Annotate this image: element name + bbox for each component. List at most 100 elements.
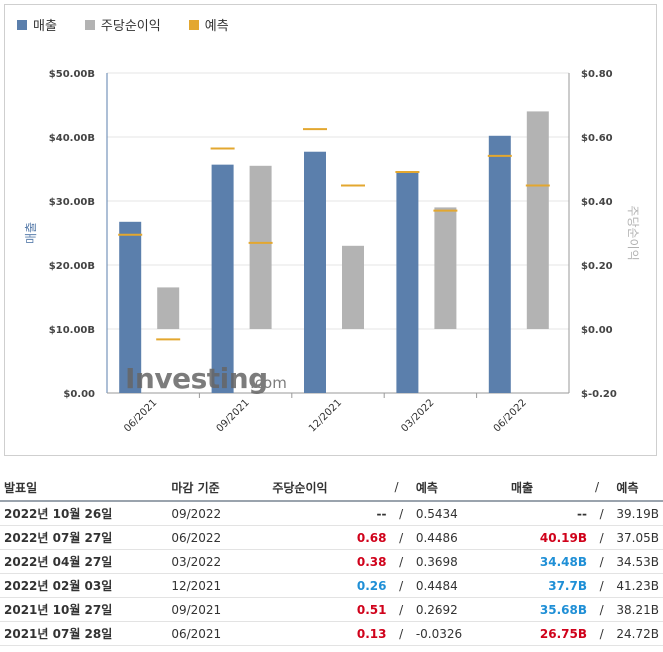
table-body: 2022년 10월 26일 09/2022 --/0.5434 --/39.19B 20… xyxy=(0,501,663,646)
y-tick-label: $50.00B xyxy=(49,69,95,80)
x-tick-label: 06/2022 xyxy=(492,397,529,434)
header-slash-revenue: / xyxy=(591,474,613,502)
row-date: 2022년 10월 26일 xyxy=(0,501,168,526)
table-row: 2022년 07월 27일 06/2022 0.68/0.4486 40.19B/37… xyxy=(0,525,663,550)
row-date: 2022년 07월 27일 xyxy=(0,525,168,550)
legend-label-eps: 주당순이익 xyxy=(100,19,161,34)
legend-swatch-revenue xyxy=(17,19,27,30)
y2-tick-label: $0.20 xyxy=(581,261,613,272)
y2-tick-label: $0.60 xyxy=(581,133,613,144)
header-slash-eps: / xyxy=(390,474,412,502)
legend-item-forecast[interactable]: 예측 xyxy=(188,15,229,34)
row-slash: / xyxy=(390,621,412,646)
row-period: 12/2021 xyxy=(167,573,269,598)
row-date: 2022년 02월 03일 xyxy=(0,573,168,598)
row-eps-forecast: 0.4486 xyxy=(411,525,507,550)
investing-watermark: Investing.com xyxy=(125,362,287,395)
row-revenue-forecast: 37.05B xyxy=(612,525,663,550)
row-eps-forecast: 0.2692 xyxy=(411,597,507,622)
row-eps: 0.38 xyxy=(268,549,391,574)
table-header-row: 발표일 마감 기준 주당순이익 / 예측 매출 / 예측 xyxy=(0,474,663,502)
legend-item-revenue[interactable]: 매출 xyxy=(17,15,57,34)
header-revenue[interactable]: 매출 xyxy=(507,474,591,502)
watermark-brand: Investing xyxy=(125,362,268,395)
row-slash: / xyxy=(591,525,613,550)
row-period: 06/2021 xyxy=(167,621,269,646)
legend-item-eps[interactable]: 주당순이익 xyxy=(84,15,161,34)
bar-revenue-03/2022 xyxy=(396,172,419,393)
earnings-chart: $0.00 $-0.20 $10.00B $0.00 $20.00B $0.20 $30.0… xyxy=(24,69,640,434)
row-eps-forecast: 0.5434 xyxy=(411,501,507,526)
row-period: 09/2022 xyxy=(167,501,269,526)
y-tick-label: $20.00B xyxy=(49,261,95,272)
y2-tick-label: $0.00 xyxy=(581,325,613,336)
x-tick-label: 09/2021 xyxy=(215,397,252,434)
table-row: 2022년 10월 26일 09/2022 --/0.5434 --/39.19B xyxy=(0,501,663,526)
row-revenue-forecast: 38.21B xyxy=(612,597,663,622)
table-row: 2021년 10월 27일 09/2021 0.51/0.2692 35.68B/38… xyxy=(0,597,663,622)
row-date: 2021년 07월 28일 xyxy=(0,621,168,646)
row-period: 09/2021 xyxy=(167,597,269,622)
row-slash: / xyxy=(390,549,412,574)
row-revenue-forecast: 39.19B xyxy=(612,501,663,526)
y2-tick-label: $-0.20 xyxy=(581,389,617,400)
y2-tick-label: $0.40 xyxy=(581,197,613,208)
table-row: 2022년 02월 03일 12/2021 0.26/0.4484 37.7B/41.… xyxy=(0,573,663,598)
bar-revenue-09/2021 xyxy=(211,164,234,393)
y-tick-label: $10.00B xyxy=(49,325,95,336)
chart-legend: 매출 주당순이익 예측 xyxy=(17,15,229,34)
y2-axis-title: 주당순이익 xyxy=(626,205,640,260)
row-revenue: 26.75B xyxy=(507,621,591,646)
row-eps-forecast: 0.4484 xyxy=(411,573,507,598)
y-tick-label: $0.00 xyxy=(63,389,95,400)
earnings-table: 발표일 마감 기준 주당순이익 / 예측 매출 / 예측 2022년 10월 2… xyxy=(0,474,663,646)
bar-revenue-06/2022 xyxy=(488,135,511,393)
legend-label-revenue: 매출 xyxy=(33,19,57,34)
row-slash: / xyxy=(390,501,412,526)
row-slash: / xyxy=(591,597,613,622)
row-date: 2021년 10월 27일 xyxy=(0,597,168,622)
bar-eps-09/2021 xyxy=(249,165,272,329)
legend-swatch-eps xyxy=(84,19,95,30)
row-revenue: 34.48B xyxy=(507,549,591,574)
y-axis-title: 매출 xyxy=(24,222,38,244)
row-eps: 0.13 xyxy=(268,621,391,646)
row-revenue: 40.19B xyxy=(507,525,591,550)
row-eps-forecast: 0.3698 xyxy=(411,549,507,574)
row-slash: / xyxy=(390,597,412,622)
row-slash: / xyxy=(591,501,613,526)
bar-eps-03/2022 xyxy=(434,207,457,329)
row-revenue-forecast: 24.72B xyxy=(612,621,663,646)
bar-eps-06/2022 xyxy=(526,111,549,330)
row-date: 2022년 04월 27일 xyxy=(0,549,168,574)
row-revenue: -- xyxy=(507,501,591,526)
legend-label-forecast: 예측 xyxy=(204,19,229,34)
row-period: 03/2022 xyxy=(167,549,269,574)
row-slash: / xyxy=(390,525,412,550)
y2-tick-label: $0.80 xyxy=(581,69,613,80)
bar-eps-06/2021 xyxy=(157,287,180,329)
row-slash: / xyxy=(591,573,613,598)
x-tick-label: 12/2021 xyxy=(307,397,344,434)
row-slash: / xyxy=(390,573,412,598)
y-tick-label: $30.00B xyxy=(49,197,95,208)
bar-revenue-06/2021 xyxy=(119,221,142,393)
header-eps[interactable]: 주당순이익 xyxy=(268,474,391,502)
row-revenue-forecast: 41.23B xyxy=(612,573,663,598)
bar-revenue-12/2021 xyxy=(304,151,326,393)
row-eps: 0.51 xyxy=(268,597,391,622)
row-eps: -- xyxy=(268,501,391,526)
row-slash: / xyxy=(591,549,613,574)
table-row: 2022년 04월 27일 03/2022 0.38/0.3698 34.48B/34… xyxy=(0,549,663,574)
row-revenue: 35.68B xyxy=(507,597,591,622)
header-eps-forecast[interactable]: 예측 xyxy=(411,474,507,502)
header-revenue-forecast[interactable]: 예측 xyxy=(612,474,663,502)
x-tick-label: 03/2022 xyxy=(399,397,436,434)
row-eps: 0.26 xyxy=(268,573,391,598)
table-row: 2021년 07월 28일 06/2021 0.13/-0.0326 26.75B/2… xyxy=(0,621,663,646)
row-slash: / xyxy=(591,621,613,646)
row-revenue: 37.7B xyxy=(507,573,591,598)
header-period[interactable]: 마감 기준 xyxy=(167,474,269,502)
row-period: 06/2022 xyxy=(167,525,269,550)
header-date[interactable]: 발표일 xyxy=(0,474,168,502)
